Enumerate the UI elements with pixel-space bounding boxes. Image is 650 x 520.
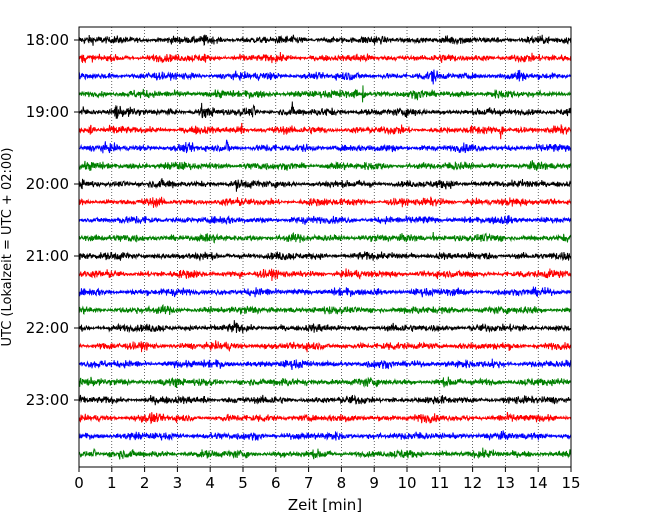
x-tick-label: 10 bbox=[397, 474, 416, 492]
y-tick-label: 21:00 bbox=[26, 247, 69, 265]
trace-1945 bbox=[78, 160, 572, 172]
trace-1815 bbox=[78, 52, 572, 64]
trace-1800 bbox=[78, 34, 572, 46]
x-tick-label: 14 bbox=[529, 474, 548, 492]
x-axis-label: Zeit [min] bbox=[288, 496, 362, 514]
x-tick-label: 9 bbox=[369, 474, 379, 492]
trace-2045 bbox=[78, 231, 572, 244]
x-axis-ticks: 0 1 2 3 4 5 6 7 8 9 10 11 12 13 14 15 bbox=[74, 467, 581, 492]
x-tick-label: 15 bbox=[561, 474, 580, 492]
trace-2315 bbox=[78, 412, 572, 425]
y-axis-ticks: 18:00 19:00 20:00 21:00 22:00 23:00 bbox=[26, 31, 79, 409]
trace-2330 bbox=[78, 430, 572, 442]
x-tick-label: 7 bbox=[304, 474, 314, 492]
trace-2015 bbox=[78, 196, 572, 209]
trace-2345 bbox=[78, 447, 572, 460]
y-axis-label: UTC (Lokalzeit = UTC + 02:00) bbox=[0, 148, 15, 347]
x-tick-label: 0 bbox=[74, 474, 84, 492]
trace-2130 bbox=[78, 286, 572, 298]
trace-1930 bbox=[78, 139, 572, 154]
trace-2115 bbox=[78, 268, 572, 281]
trace-1830 bbox=[78, 69, 572, 85]
trace-1845 bbox=[78, 85, 572, 103]
trace-2230 bbox=[78, 358, 572, 370]
x-tick-label: 5 bbox=[238, 474, 248, 492]
traces bbox=[78, 34, 572, 460]
x-tick-label: 8 bbox=[337, 474, 347, 492]
trace-2300 bbox=[78, 394, 571, 406]
trace-2200 bbox=[78, 320, 572, 334]
trace-1900 bbox=[78, 101, 572, 119]
x-tick-label: 12 bbox=[463, 474, 482, 492]
x-grid bbox=[111, 27, 539, 467]
x-tick-label: 4 bbox=[205, 474, 215, 492]
trace-2030 bbox=[78, 214, 572, 226]
y-tick-label: 23:00 bbox=[26, 391, 69, 409]
x-tick-label: 3 bbox=[173, 474, 183, 492]
x-tick-label: 13 bbox=[496, 474, 515, 492]
y-tick-label: 19:00 bbox=[26, 103, 69, 121]
x-tick-label: 2 bbox=[140, 474, 150, 492]
x-tick-label: 11 bbox=[430, 474, 449, 492]
trace-2100 bbox=[78, 251, 572, 262]
y-tick-label: 20:00 bbox=[26, 175, 69, 193]
trace-2000 bbox=[78, 178, 572, 192]
trace-2145 bbox=[78, 303, 572, 315]
trace-2245 bbox=[78, 376, 572, 388]
trace-2215 bbox=[78, 340, 572, 353]
y-tick-label: 18:00 bbox=[26, 31, 69, 49]
trace-1915 bbox=[78, 122, 572, 140]
plot-frame bbox=[78, 26, 572, 468]
x-tick-label: 1 bbox=[107, 474, 117, 492]
x-tick-label: 6 bbox=[271, 474, 281, 492]
y-tick-label: 22:00 bbox=[26, 319, 69, 337]
